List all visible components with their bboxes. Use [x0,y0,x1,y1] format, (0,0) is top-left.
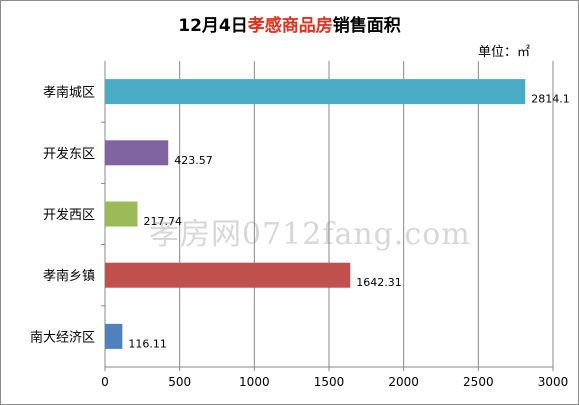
bar [105,262,351,288]
x-tick-label: 0 [101,375,109,389]
category-label: 孝南乡镇 [43,268,95,284]
x-tick-label: 1500 [314,375,345,389]
watermark: 孝房网0712fang.com [149,217,471,252]
data-label: 217.74 [144,215,183,228]
data-label: 423.57 [174,154,213,167]
bar [105,201,138,227]
x-tick-label: 500 [168,375,191,389]
category-label: 孝南城区 [43,85,95,101]
data-label: 1642.31 [356,276,402,289]
data-label: 116.11 [128,337,167,350]
data-label: 2814.1 [531,93,570,106]
title-date: 12月4日 [178,16,248,36]
title-suffix: 销售面积 [332,16,401,36]
title-highlight: 孝感商品房 [247,16,333,36]
x-tick-label: 3000 [538,375,569,389]
bar [105,140,169,166]
category-label: 开发西区 [43,207,95,223]
x-tick-label: 2500 [463,375,494,389]
chart-title: 12月4日孝感商品房销售面积 [1,11,578,36]
x-tick-label: 1000 [239,375,270,389]
x-tick-label: 2000 [388,375,419,389]
category-label: 南大经济区 [30,329,95,345]
unit-label: 单位：㎡ [477,45,530,60]
bar [105,323,123,349]
category-label: 开发东区 [43,146,95,162]
bar [105,79,526,105]
